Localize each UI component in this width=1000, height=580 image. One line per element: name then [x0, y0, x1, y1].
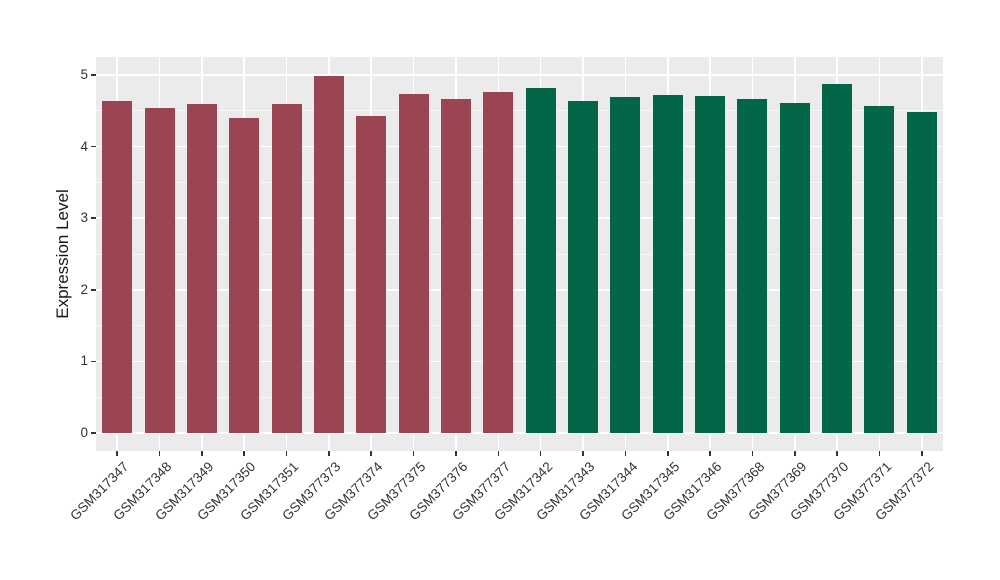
gridline-major: [96, 145, 943, 148]
gridline-major: [96, 289, 943, 291]
bar: [398, 94, 429, 434]
bar: [229, 117, 260, 434]
x-tick-mark: [116, 451, 118, 456]
x-tick-mark: [497, 451, 500, 456]
y-tick-mark: [91, 289, 96, 291]
x-tick-mark: [370, 451, 373, 456]
x-tick-mark: [878, 451, 881, 456]
x-tick-mark: [455, 451, 457, 456]
y-tick-label: 2: [80, 281, 88, 297]
bar: [356, 116, 387, 434]
x-tick-mark: [921, 451, 923, 456]
gridline-minor: [96, 325, 943, 327]
x-tick-mark: [666, 451, 669, 456]
gridline-major: [96, 432, 943, 434]
y-tick-mark: [91, 217, 96, 219]
bar: [313, 75, 344, 434]
x-tick-mark: [751, 451, 754, 456]
bar: [525, 87, 556, 434]
bar: [483, 92, 514, 434]
y-axis-title: Expression Level: [53, 189, 72, 319]
x-tick-mark: [836, 451, 838, 456]
bar: [864, 105, 895, 434]
x-tick-mark: [624, 451, 627, 456]
gridline-minor: [96, 396, 943, 398]
bar: [610, 97, 641, 434]
y-tick-label: 4: [80, 138, 88, 154]
bar: [102, 100, 133, 434]
bar: [144, 107, 175, 434]
gridline-minor: [96, 110, 943, 112]
y-tick-mark: [91, 145, 96, 148]
y-tick-label: 0: [80, 425, 88, 441]
x-tick-mark: [201, 451, 203, 456]
x-tick-mark: [328, 451, 330, 456]
y-tick-label: 1: [80, 353, 88, 369]
bar: [186, 103, 217, 434]
y-tick-mark: [91, 432, 96, 434]
bar: [652, 94, 683, 434]
bar: [906, 112, 937, 434]
x-tick-mark: [158, 451, 161, 456]
gridline-major: [96, 360, 943, 363]
bar: [568, 100, 599, 434]
x-tick-mark: [539, 451, 542, 456]
bar: [822, 84, 853, 434]
gridline-minor: [96, 253, 943, 255]
x-tick-mark: [709, 451, 711, 456]
bar: [737, 99, 768, 434]
gridline-minor: [96, 181, 943, 183]
y-tick-mark: [91, 74, 96, 76]
x-tick-mark: [582, 451, 584, 456]
x-tick-mark: [285, 451, 288, 456]
x-tick-mark: [412, 451, 415, 456]
bar: [271, 104, 302, 434]
gridline-major: [96, 217, 943, 219]
x-tick-mark: [793, 451, 796, 456]
bar: [779, 102, 810, 434]
y-tick-label: 5: [80, 66, 88, 82]
bar: [440, 98, 471, 434]
bar: [695, 95, 726, 434]
y-tick-mark: [91, 360, 96, 363]
x-tick-mark: [243, 451, 246, 456]
y-tick-label: 3: [80, 210, 88, 226]
gridline-major: [96, 74, 943, 76]
